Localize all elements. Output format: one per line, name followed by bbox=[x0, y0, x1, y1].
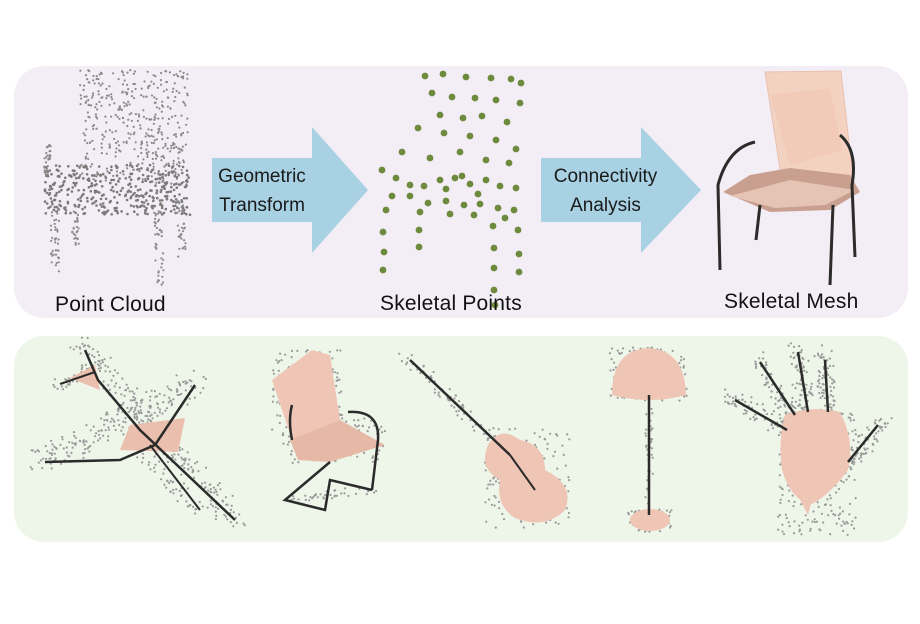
transform-arrow-text: Geometric Transform bbox=[212, 162, 312, 220]
transform-line1: Geometric bbox=[218, 166, 306, 187]
example-lamp bbox=[608, 346, 688, 533]
point-cloud-chair bbox=[43, 69, 192, 286]
transform-line2: Transform bbox=[219, 195, 305, 216]
connectivity-arrow bbox=[541, 127, 701, 253]
skeletal-mesh-chair bbox=[716, 70, 860, 286]
skeletal-mesh-label: Skeletal Mesh bbox=[724, 290, 859, 313]
example-hand bbox=[723, 342, 893, 536]
transform-arrow bbox=[212, 127, 368, 253]
connectivity-line1: Connectivity bbox=[553, 166, 658, 187]
point-cloud-label: Point Cloud bbox=[55, 293, 166, 316]
example-airplane bbox=[29, 336, 246, 528]
connectivity-arrow-text: Connectivity Analysis bbox=[548, 162, 663, 220]
skeletal-points-label: Skeletal Points bbox=[380, 292, 522, 315]
skeletal-points-chair bbox=[378, 70, 525, 309]
example-chair bbox=[271, 349, 386, 512]
example-guitar bbox=[398, 352, 571, 529]
connectivity-line2: Analysis bbox=[570, 195, 641, 216]
